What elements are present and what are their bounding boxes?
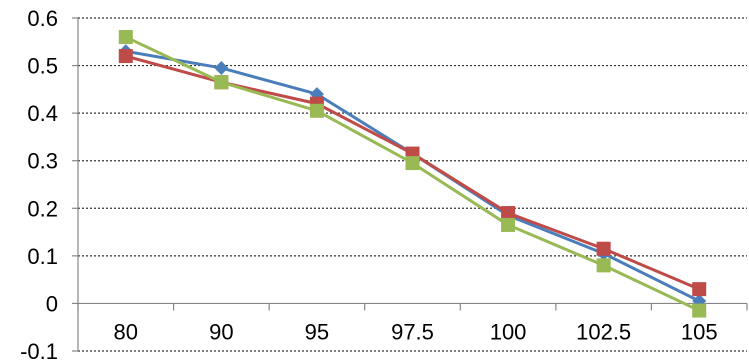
square-marker [692,303,707,318]
diamond-marker [214,60,229,75]
axes [72,17,748,352]
y-tick-label: 0 [46,291,58,316]
series-line [124,54,701,291]
square-marker [501,206,516,221]
x-tick-label: 102.5 [576,319,631,344]
y-tick-label: 0.1 [27,244,58,269]
y-tick-label: 0.4 [27,101,58,126]
series-1 [118,44,707,309]
square-marker [309,103,324,118]
x-tick-label: 105 [681,319,718,344]
y-tick-label: 0.5 [27,54,58,79]
square-marker [596,241,611,256]
y-tick-label: 0.3 [27,149,58,174]
x-tick-label: 95 [305,319,329,344]
x-tick-label: 97.5 [391,319,434,344]
y-tick-labels: -0.1 0 0.1 0.2 0.3 0.4 0.5 0.6 [20,6,58,364]
square-marker [692,282,707,297]
square-marker [405,156,420,171]
series-layer [118,30,707,318]
series-3 [118,30,707,318]
square-marker [214,75,229,90]
x-tick-label: 80 [114,319,138,344]
square-marker [596,258,611,273]
y-tick-label: -0.1 [20,339,58,364]
square-marker [118,49,133,64]
square-marker [501,217,516,232]
x-tick-labels: 80 90 95 97.5 100 102.5 105 [114,319,718,344]
y-tick-label: 0.6 [27,6,58,31]
x-tick-label: 90 [209,319,233,344]
x-tick-label: 100 [490,319,527,344]
y-tick-label: 0.2 [27,196,58,221]
series-line [124,49,701,303]
series-line [124,35,701,313]
square-marker [118,30,133,45]
gridlines [78,17,747,352]
